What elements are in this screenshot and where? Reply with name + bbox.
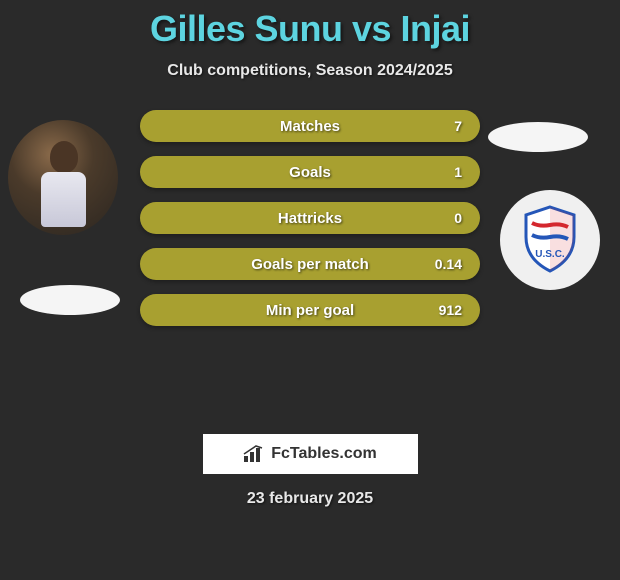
player-photo-left bbox=[8, 120, 118, 235]
stat-value: 1 bbox=[454, 164, 462, 180]
footer-brand-box: FcTables.com bbox=[203, 434, 418, 474]
shield-icon: U.S.C. bbox=[520, 205, 580, 275]
stat-bar-min-per-goal: Min per goal 912 bbox=[140, 294, 480, 326]
stat-bar-matches: Matches 7 bbox=[140, 110, 480, 142]
stat-value: 912 bbox=[439, 302, 462, 318]
stat-value: 7 bbox=[454, 118, 462, 134]
stat-label: Goals bbox=[289, 164, 331, 181]
subtitle: Club competitions, Season 2024/2025 bbox=[0, 62, 620, 80]
club-logo-right: U.S.C. bbox=[500, 190, 600, 290]
stat-label: Hattricks bbox=[278, 210, 342, 227]
club-badge-left bbox=[20, 285, 120, 315]
date-text: 23 february 2025 bbox=[0, 490, 620, 508]
stat-label: Goals per match bbox=[251, 256, 369, 273]
stat-label: Matches bbox=[280, 118, 340, 135]
stats-column: Matches 7 Goals 1 Hattricks 0 Goals per … bbox=[140, 110, 480, 340]
stat-bar-goals: Goals 1 bbox=[140, 156, 480, 188]
stat-value: 0.14 bbox=[435, 256, 462, 272]
stat-bar-hattricks: Hattricks 0 bbox=[140, 202, 480, 234]
chart-icon bbox=[243, 445, 265, 463]
stat-value: 0 bbox=[454, 210, 462, 226]
stat-label: Min per goal bbox=[266, 302, 354, 319]
footer-brand-text: FcTables.com bbox=[271, 445, 377, 463]
content-area: U.S.C. Matches 7 Goals 1 Hattricks 0 Goa… bbox=[0, 110, 620, 430]
stat-bar-goals-per-match: Goals per match 0.14 bbox=[140, 248, 480, 280]
svg-text:U.S.C.: U.S.C. bbox=[535, 249, 565, 260]
page-title: Gilles Sunu vs Injai bbox=[0, 0, 620, 50]
club-badge-right-top bbox=[488, 122, 588, 152]
